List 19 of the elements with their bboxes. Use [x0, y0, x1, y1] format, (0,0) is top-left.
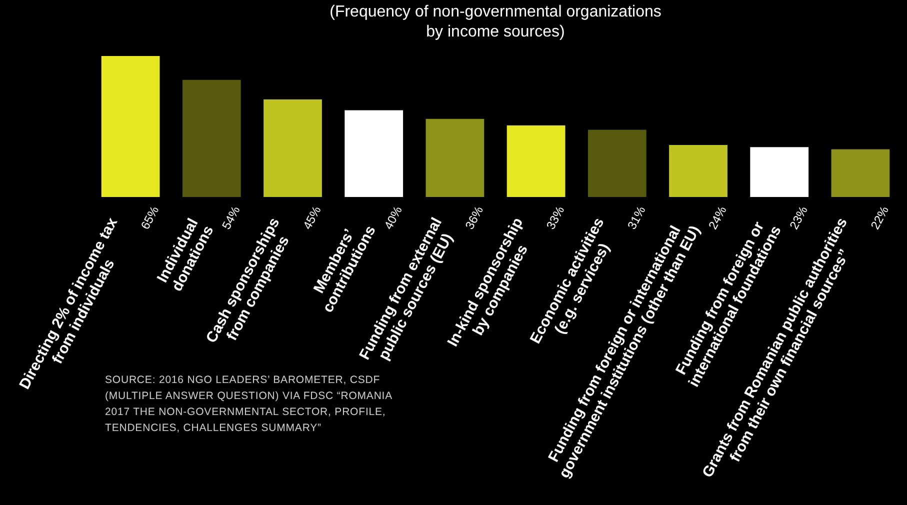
data-label: 65%	[138, 204, 162, 232]
bar	[588, 130, 646, 197]
bar	[831, 149, 890, 197]
bar	[264, 99, 322, 197]
data-label: 40%	[381, 204, 406, 232]
bar	[506, 125, 566, 197]
data-label: 23%	[786, 204, 811, 232]
data-label: 33%	[544, 204, 568, 232]
bar	[182, 80, 241, 197]
bar	[344, 110, 404, 197]
source-note: SOURCE: 2016 NGO LEADERS’ BAROMETER, CSDF (MULTIPLE ANSWER QUESTION) VIA FDSC “ROMANIA 2017 THE NON-GOVERNMENTAL SECTOR, PROFILE, TENDENCIES, CHALLENGES SUMMARY”	[105, 373, 393, 436]
bar	[426, 118, 484, 197]
chart-subtitle: (Frequency of non-governmental organizations by income sources)	[330, 3, 662, 40]
data-label: 24%	[706, 204, 730, 232]
data-label: 45%	[300, 204, 324, 232]
bar	[669, 144, 728, 197]
data-label: 22%	[868, 204, 892, 232]
bar	[101, 56, 160, 197]
bar	[750, 147, 809, 197]
